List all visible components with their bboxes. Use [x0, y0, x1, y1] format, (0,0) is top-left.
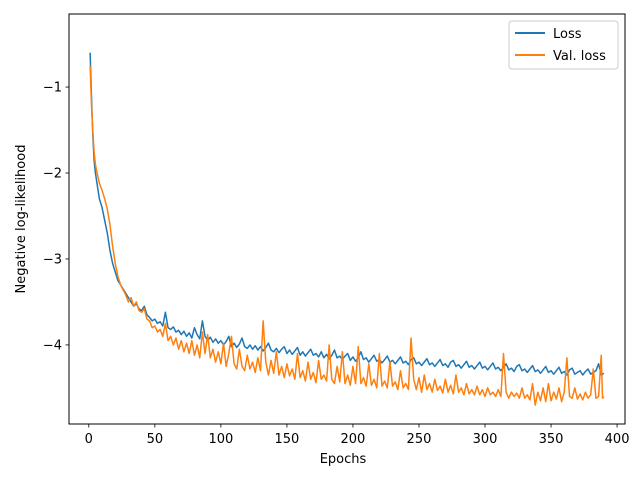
- x-tick-label: 200: [341, 432, 366, 447]
- legend: Loss Val. loss: [508, 20, 619, 70]
- legend-label-loss: Loss: [553, 27, 582, 42]
- legend-label-val-loss: Val. loss: [553, 49, 606, 64]
- series-layer: [89, 52, 605, 406]
- y-tick-label: −3: [43, 252, 62, 267]
- x-tick-label: 250: [407, 432, 432, 447]
- plot-background: [69, 14, 625, 424]
- x-tick-label: 300: [473, 432, 498, 447]
- x-tick-label: 0: [85, 432, 93, 447]
- x-tick-label: 350: [539, 432, 564, 447]
- x-tick-label: 400: [605, 432, 630, 447]
- y-tick-label: −4: [43, 338, 62, 353]
- axes-frame: [68, 13, 626, 425]
- x-tick-label: 100: [208, 432, 233, 447]
- x-tick-label: 150: [274, 432, 299, 447]
- y-axis-ticks: −4 −3 −2 −1: [43, 81, 69, 353]
- x-axis-label: Epochs: [320, 452, 367, 467]
- y-tick-label: −2: [43, 167, 62, 182]
- series-line-val-loss: [89, 65, 605, 406]
- y-tick-label: −1: [43, 81, 62, 96]
- x-tick-label: 50: [147, 432, 164, 447]
- y-axis-label: Negative log-likelihood: [14, 145, 29, 294]
- x-axis-ticks: 0 50 100 150 200 250 300 350 400: [85, 424, 630, 447]
